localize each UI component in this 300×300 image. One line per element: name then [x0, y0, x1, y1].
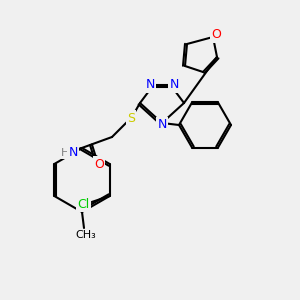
- Text: N: N: [157, 118, 167, 131]
- Text: S: S: [127, 112, 135, 124]
- Text: N: N: [145, 79, 155, 92]
- Text: N: N: [169, 79, 179, 92]
- Text: N: N: [68, 146, 78, 158]
- Text: O: O: [94, 158, 104, 170]
- Text: Cl: Cl: [78, 197, 90, 211]
- Text: O: O: [211, 28, 221, 41]
- Text: CH₃: CH₃: [76, 230, 96, 240]
- Text: H: H: [61, 148, 69, 158]
